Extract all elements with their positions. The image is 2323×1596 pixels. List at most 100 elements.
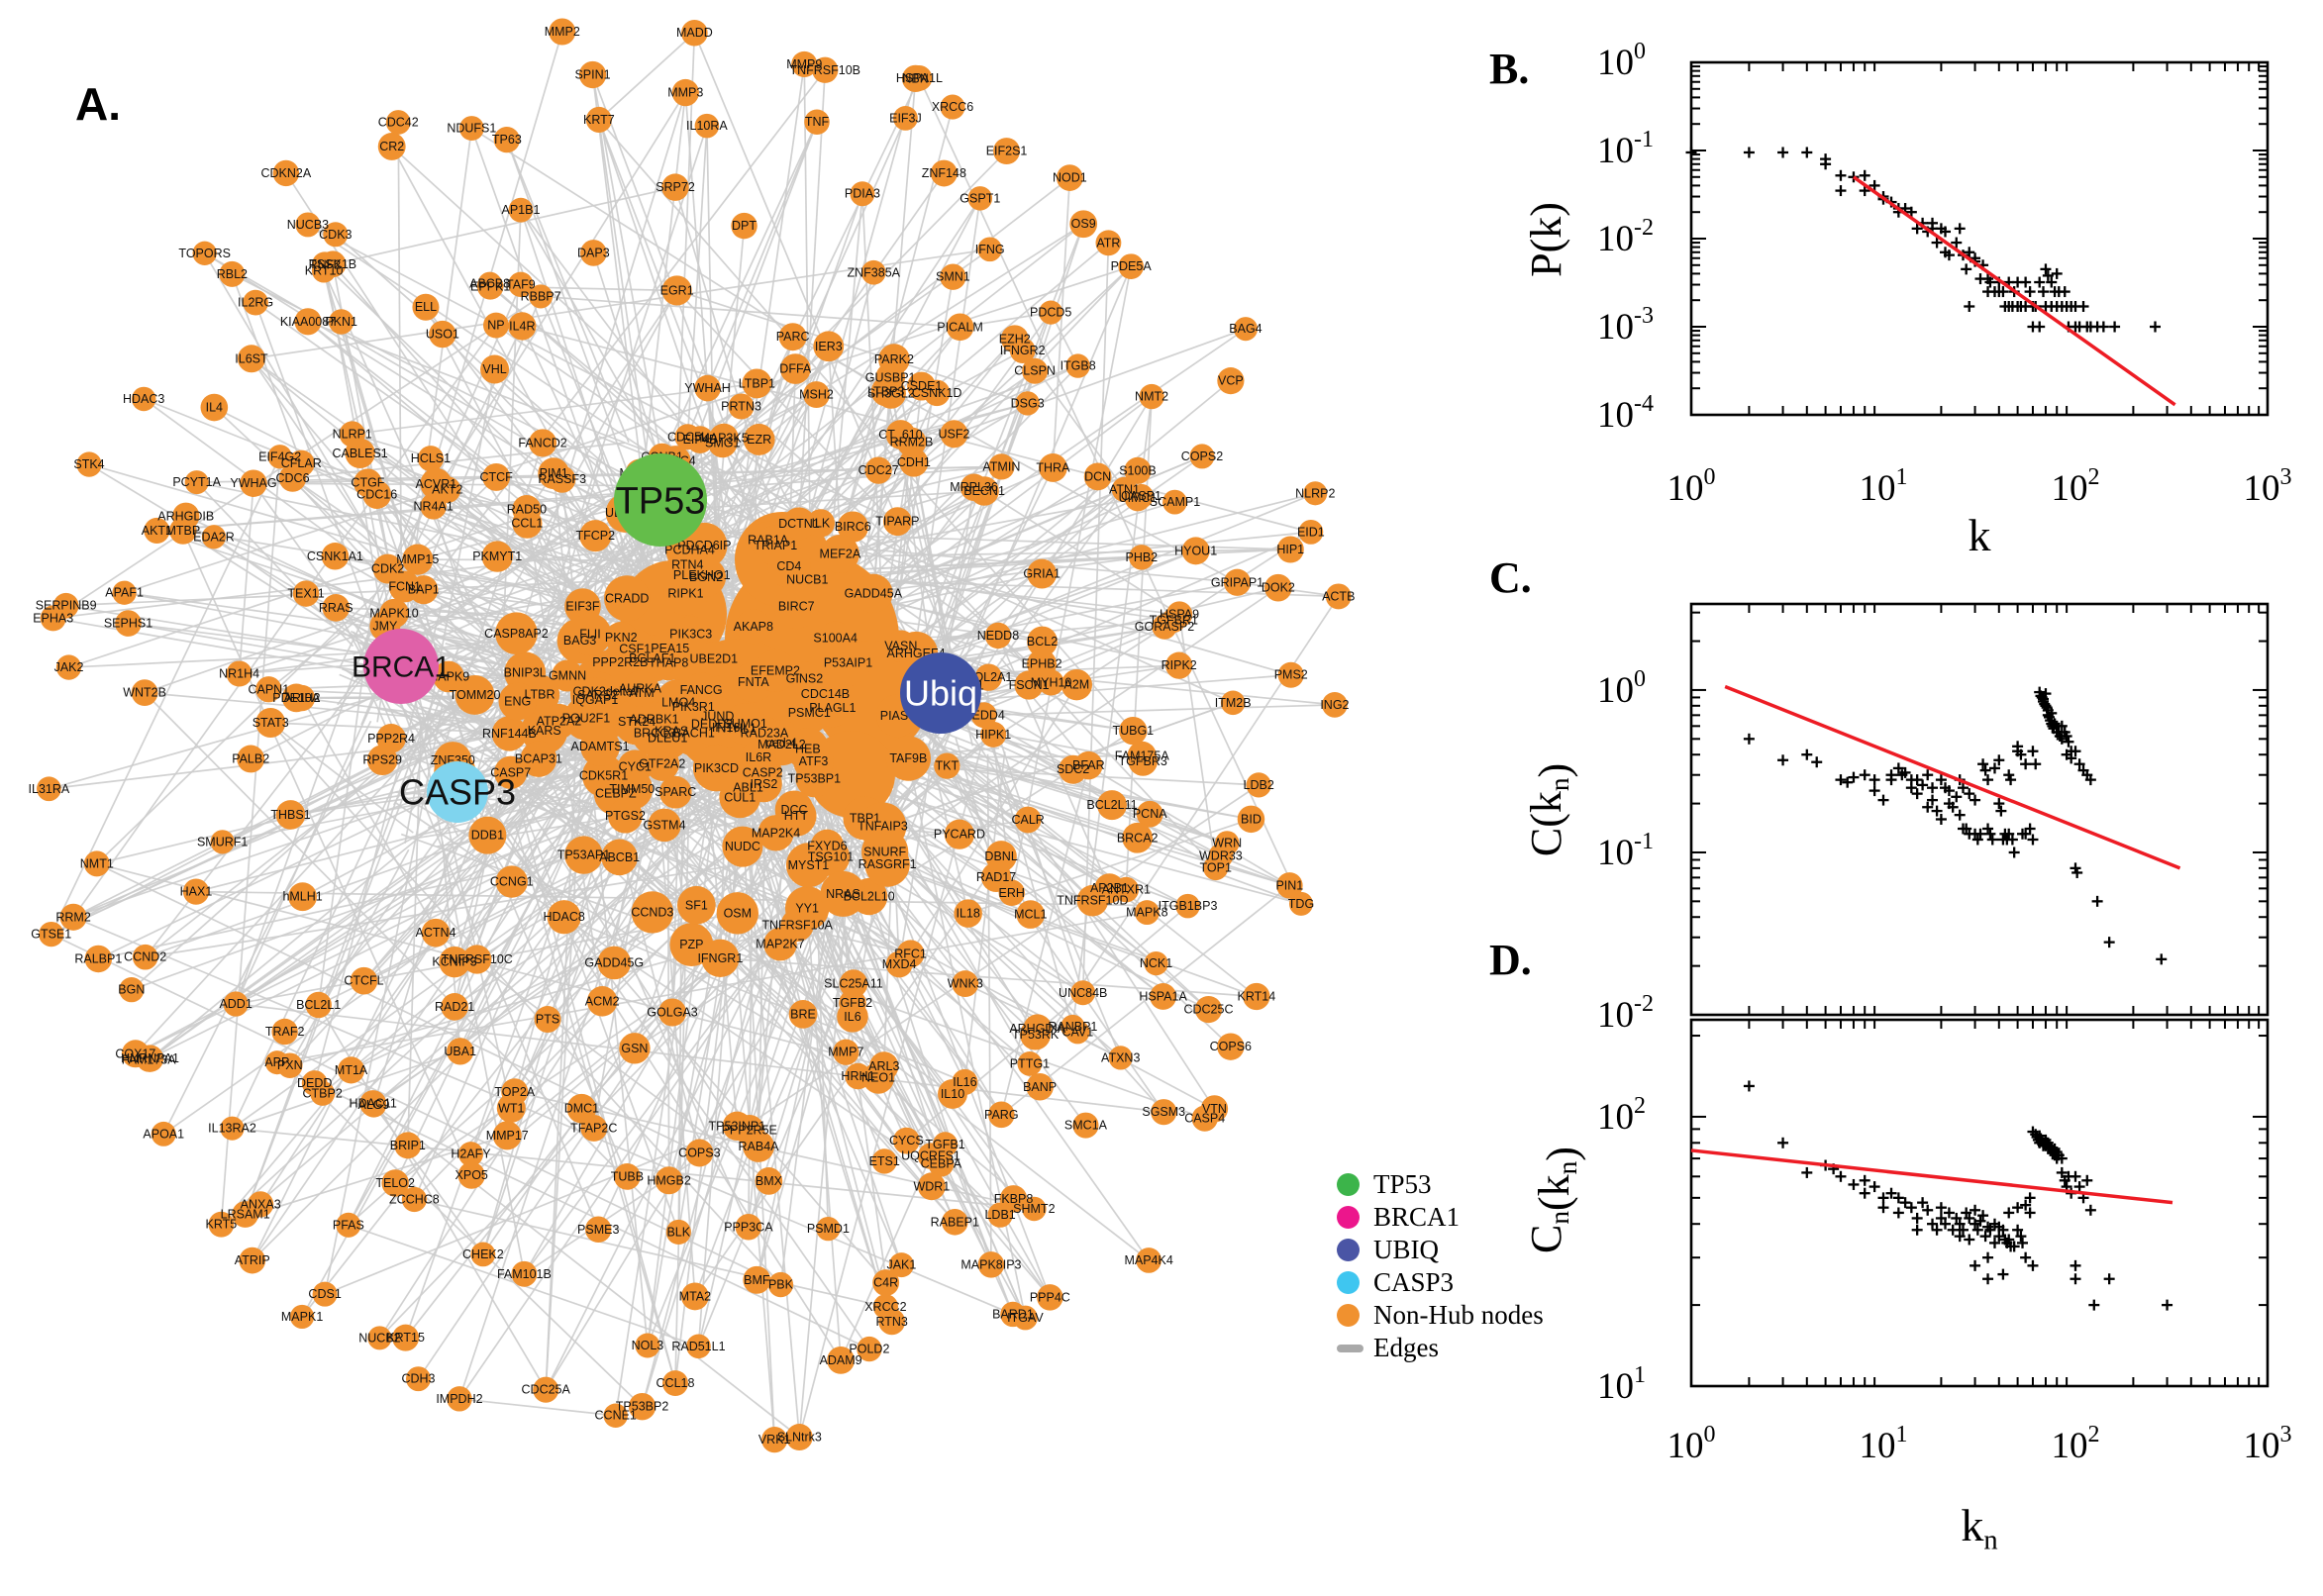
gene-node-label: SH3GL2: [867, 387, 915, 401]
gene-node-label: DEDD: [297, 1076, 332, 1090]
gene-node: [1095, 230, 1122, 256]
gene-node-label: ADD1: [219, 997, 252, 1011]
gene-node: [144, 517, 170, 544]
gene-node: [860, 259, 886, 285]
gene-node-label: CTBP2: [303, 1086, 343, 1100]
gene-node: [1128, 747, 1159, 776]
gene-node-label: COPS6: [1210, 1040, 1252, 1053]
gene-node: [379, 598, 409, 629]
gene-node-label: HDAC8: [544, 910, 585, 924]
gene-node: [686, 556, 727, 597]
gene-node-label: UIMC1: [1119, 491, 1158, 505]
gene-node-label: IER3: [815, 340, 843, 353]
gene-node-label: MAPK1: [281, 1310, 323, 1324]
gene-node: [584, 1216, 612, 1243]
gene-node: [182, 878, 210, 905]
gene-node: [619, 1033, 651, 1064]
gene-node: [477, 271, 502, 296]
gene-node: [237, 745, 265, 773]
gene-node: [604, 621, 638, 654]
gene-node-label: KARS: [528, 724, 561, 738]
legend-item-casp3: CASP3: [1337, 1266, 1544, 1299]
gene-node-label: CSF1: [619, 642, 651, 655]
gene-node-label: CASP2: [743, 765, 783, 779]
gene-node-label: FANCG: [680, 683, 723, 697]
gene-node-label: OS9: [1071, 217, 1096, 231]
gene-node-label: BNIP3L: [504, 665, 547, 679]
gene-node-label: STAT3: [252, 716, 289, 730]
gene-node: [932, 1132, 959, 1157]
gene-node: [468, 816, 507, 854]
gene-node-label: SGSM3: [1142, 1105, 1185, 1119]
gene-node-label: RIPK2: [1162, 658, 1197, 672]
gene-node-label: BAG4: [1229, 322, 1262, 336]
gene-node: [1108, 1046, 1133, 1070]
gene-node: [1022, 1196, 1047, 1222]
gene-node: [508, 271, 534, 297]
gene-node-label: LTBR: [524, 688, 555, 702]
gene-node: [392, 1324, 420, 1351]
gene-node-label: RNF144B: [482, 727, 537, 741]
svg-text:10-3: 10-3: [1597, 303, 1654, 348]
gene-node: [635, 1333, 660, 1358]
legend-label: BRCA1: [1373, 1202, 1461, 1232]
gene-node-label: DDB1: [471, 829, 504, 843]
gene-node: [608, 798, 643, 834]
gene-node: [709, 423, 739, 453]
gene-node: [1017, 1051, 1043, 1076]
gene-node: [271, 1018, 298, 1046]
gene-node: [812, 56, 839, 83]
gene-node-label: MTBP: [165, 524, 200, 538]
svg-text:kn: kn: [1961, 1500, 1997, 1555]
network-nodes: [37, 18, 1352, 1453]
gene-node: [878, 1308, 906, 1336]
gene-node-label: KRT5: [206, 1218, 238, 1232]
gene-node-label: TAF9: [506, 277, 536, 291]
gene-node: [1217, 1033, 1245, 1060]
gene-node-label: CFLAR: [281, 456, 322, 470]
gene-node-label: IL10RA: [686, 119, 728, 133]
gene-node-label: ADAMTS1: [571, 740, 630, 753]
gene-node-label: NP: [487, 319, 504, 333]
gene-node-label: GMNN: [549, 669, 586, 683]
gene-node: [301, 1070, 328, 1096]
gene-node-label: DPT: [732, 219, 757, 233]
gene-node: [243, 289, 268, 316]
gene-node-label: NLRP1: [333, 427, 372, 441]
legend-item-tp53: TP53: [1337, 1168, 1544, 1201]
gene-node-label: TGFBR1: [1150, 614, 1198, 628]
gene-node-label: CASP7: [490, 765, 531, 779]
gene-node-label: UBE2D1: [689, 652, 738, 666]
legend-label: Edges: [1373, 1333, 1439, 1362]
svg-text:10-1: 10-1: [1597, 829, 1654, 873]
gene-node-label: CDC25A: [522, 1383, 571, 1397]
gene-node-label: TGFBR3: [1119, 754, 1167, 768]
gene-node: [735, 1214, 762, 1241]
gene-node-label: NUDC: [725, 840, 760, 853]
gene-node: [858, 802, 907, 850]
gene-node-label: PKMYT1: [472, 549, 522, 563]
gene-node: [495, 612, 538, 655]
gene-node-label: TKT: [936, 759, 960, 773]
gene-node-label: ced-4: [766, 736, 797, 749]
gene-node-label: PDIA3: [845, 187, 880, 201]
gene-node-label: ILK: [811, 516, 830, 530]
gene-node-label: TUBG1: [1112, 724, 1154, 738]
gene-node: [76, 451, 102, 477]
gene-node-label: PARC: [776, 330, 810, 344]
gene-node: [564, 836, 603, 874]
gene-node: [942, 1208, 968, 1236]
gene-node: [1016, 900, 1046, 929]
gene-node-label: IL10: [941, 1087, 964, 1101]
gene-node: [741, 740, 776, 775]
gene-node-label: CAPN1: [248, 682, 289, 696]
gene-node-label: SUMO1: [723, 717, 767, 731]
gene-node: [857, 1336, 882, 1362]
gene-node-label: IL4R: [509, 319, 535, 333]
gene-node-label: ATXN3: [1101, 1050, 1140, 1064]
gene-node-label: GTSE1: [31, 928, 71, 942]
svg-text:10-4: 10-4: [1597, 391, 1654, 436]
gene-node-label: SHMT2: [1013, 1202, 1055, 1216]
gene-node: [255, 708, 286, 738]
gene-node: [292, 580, 320, 607]
